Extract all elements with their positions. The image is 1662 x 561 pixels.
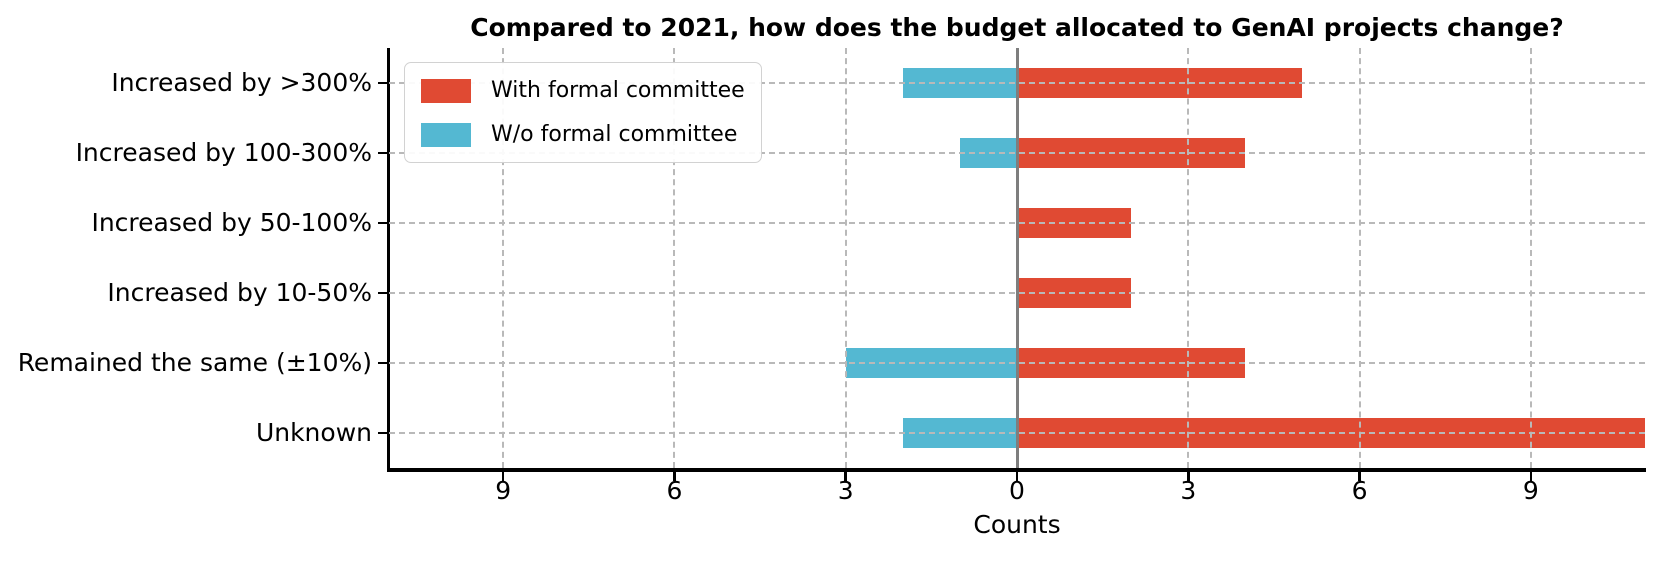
x-tick-label: 9 — [495, 476, 512, 505]
legend-item: With formal committee — [421, 76, 745, 105]
plot-area: With formal committee W/o formal committe… — [389, 48, 1645, 468]
x-tick-mark — [1187, 471, 1190, 481]
y-tick-mark — [378, 361, 389, 365]
chart-title: Compared to 2021, how does the budget al… — [470, 13, 1564, 42]
legend: With formal committee W/o formal committe… — [404, 62, 762, 163]
y-category-label: Remained the same (±10%) — [17, 348, 372, 377]
y-tick-mark — [378, 221, 389, 225]
legend-label: With formal committee — [491, 78, 745, 103]
x-tick-label: 6 — [1351, 476, 1368, 505]
y-category-label: Increased by 50-100% — [91, 208, 372, 237]
y-axis-spine — [387, 48, 390, 470]
v-gridline — [1529, 48, 1532, 468]
x-axis-label: Counts — [973, 510, 1061, 539]
zero-line — [1015, 48, 1019, 468]
y-tick-mark — [378, 81, 389, 85]
y-category-label: Increased by 100-300% — [75, 138, 372, 167]
y-tick-mark — [378, 291, 389, 295]
v-gridline — [1187, 48, 1190, 468]
y-category-label: Increased by >300% — [111, 68, 372, 97]
y-category-label: Unknown — [255, 418, 372, 447]
legend-swatch-wo-committee — [421, 122, 471, 147]
y-tick-mark — [378, 431, 389, 435]
x-tick-mark — [501, 471, 505, 481]
y-category-label: Increased by 10-50% — [107, 278, 372, 307]
x-tick-mark — [1015, 471, 1019, 481]
x-tick-mark — [673, 471, 676, 481]
v-gridline — [673, 48, 676, 468]
x-tick-label: 6 — [666, 476, 683, 505]
legend-label: W/o formal committee — [491, 122, 738, 147]
x-tick-label: 9 — [1522, 476, 1539, 505]
v-gridline — [1358, 48, 1361, 468]
x-tick-mark — [1358, 471, 1361, 481]
x-tick-mark — [844, 471, 847, 481]
x-tick-label: 3 — [1180, 476, 1197, 505]
x-tick-mark — [1529, 471, 1533, 481]
y-tick-mark — [378, 151, 389, 155]
legend-item: W/o formal committee — [421, 120, 745, 149]
x-tick-label: 0 — [1009, 476, 1025, 505]
v-gridline — [502, 48, 505, 468]
x-axis-spine — [387, 468, 1646, 472]
legend-swatch-with-committee — [421, 78, 471, 103]
v-gridline — [844, 48, 847, 468]
x-tick-label: 3 — [837, 476, 854, 505]
